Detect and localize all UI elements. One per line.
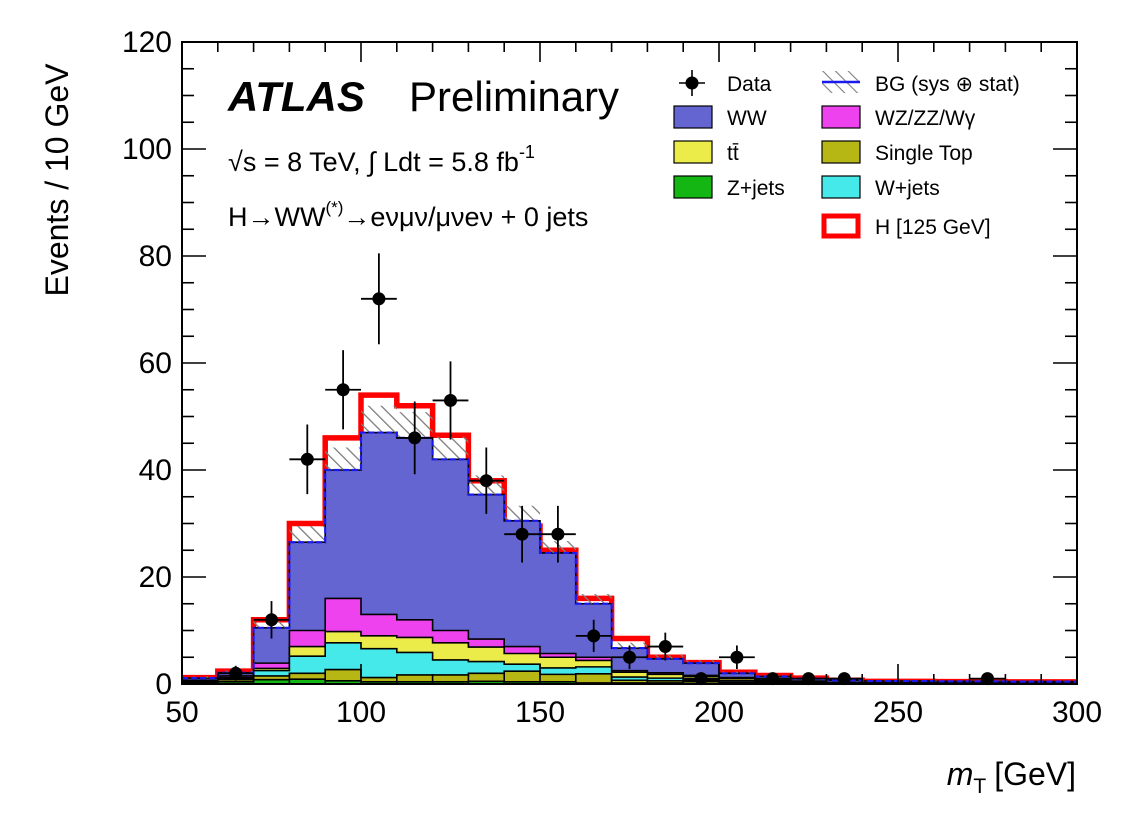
energy-lumi-sup: -1 [519, 142, 535, 162]
data-point [575, 619, 612, 652]
legend-label: WW [727, 107, 767, 130]
data-point [468, 447, 505, 514]
channel-pre: H→WW [228, 202, 326, 232]
data-point [790, 672, 827, 686]
legend-label: BG (sys ⊕ stat) [875, 73, 1020, 96]
data-point [611, 645, 648, 670]
data-point [719, 645, 755, 670]
data-point [289, 424, 326, 495]
bg-uncertainty-upper-7 [432, 436, 469, 460]
y-tick-label: 60 [139, 347, 172, 380]
x-axis-title-sub: T [973, 775, 986, 798]
data-point [504, 505, 540, 563]
bg-uncertainty-upper-14 [683, 660, 719, 664]
bg-uncertainty-upper-3 [289, 526, 326, 543]
data-point [325, 350, 361, 430]
data-point [647, 632, 684, 661]
bg-total-line [182, 431, 1077, 683]
legend-label: H [125 GeV] [875, 216, 991, 239]
x-axis-title-unit: [GeV] [994, 756, 1076, 792]
data-point [217, 665, 254, 681]
legend-label: Data [727, 73, 772, 96]
legend-label: WZ/ZZ/Wγ [875, 107, 976, 130]
preliminary-label: Preliminary [409, 73, 619, 120]
x-tick-label: 100 [336, 696, 386, 729]
x-tick-label: 300 [1052, 696, 1102, 729]
bg-uncertainty-upper-11 [575, 594, 612, 604]
data-point [826, 672, 863, 686]
y-tick-label: 80 [139, 240, 172, 273]
y-tick-label: 40 [139, 454, 172, 487]
legend-label: tt̄ [727, 142, 739, 165]
bg-uncertainty-upper-4 [325, 447, 361, 470]
legend-label: W+jets [875, 177, 940, 200]
x-tick-label: 250 [873, 696, 923, 729]
legend-entry-wz-zz-w: WZ/ZZ/Wγ [821, 105, 976, 130]
legend-label: Z+jets [727, 177, 785, 200]
data-point [683, 672, 719, 686]
atlas-label: ATLAS [227, 73, 365, 120]
legend-entry-w-jets: W+jets [821, 175, 940, 200]
channel-post: →eνμν/μνeν + 0 jets [343, 202, 588, 232]
legend-label: Single Top [875, 142, 973, 165]
channel-sup: (*) [325, 198, 343, 217]
y-tick-label: 20 [139, 561, 172, 594]
x-tick-label: 50 [165, 696, 198, 729]
legend-entry-single-top: Single Top [821, 140, 973, 165]
y-tick-label: 120 [122, 26, 172, 59]
x-axis-title-var: m [947, 756, 974, 792]
energy-lumi-label: √s = 8 TeV, ∫ Ldt = 5.8 fb-1 [228, 142, 535, 177]
legend-entry-bg-sys-stat: BG (sys ⊕ stat) [822, 71, 1020, 96]
x-tick-label: 200 [694, 696, 744, 729]
legend-entry-data: Data [679, 70, 772, 96]
legend-entry-h-125-gev: H [125 GeV] [821, 213, 991, 239]
bg-uncertainty-upper-5 [361, 405, 397, 433]
data-point [969, 672, 1006, 686]
bg-uncertainty-upper-15 [719, 671, 755, 674]
data-point [754, 672, 791, 686]
data-point [361, 253, 397, 345]
x-axis-title: mT [GeV] [947, 756, 1076, 798]
y-tick-label: 0 [155, 668, 172, 701]
y-axis-title: Events / 10 GeV [39, 63, 75, 297]
plot-area [181, 253, 1078, 686]
legend-entry-z-jets: Z+jets [673, 175, 785, 200]
data-point [396, 401, 433, 475]
x-tick-label: 150 [515, 696, 565, 729]
legend: Data BG (sys ⊕ stat) WW WZ/ZZ/Wγ tt̄ Single T… [673, 70, 1020, 239]
legend-entry-tt: tt̄ [673, 140, 739, 165]
energy-lumi-text: √s = 8 TeV, ∫ Ldt = 5.8 fb [228, 147, 519, 177]
y-tick-label: 100 [122, 133, 172, 166]
bg-uncertainty-upper-0 [182, 676, 218, 679]
data-point [432, 361, 469, 440]
legend-entry-ww: WW [673, 105, 767, 130]
data-point [253, 601, 290, 639]
data-point [540, 505, 576, 563]
channel-label: H→WW(*)→eνμν/μνeν + 0 jets [228, 198, 588, 232]
axes-frame: 50 100 150 200 250 300 0 20 40 60 80 100 120 [122, 26, 1102, 729]
